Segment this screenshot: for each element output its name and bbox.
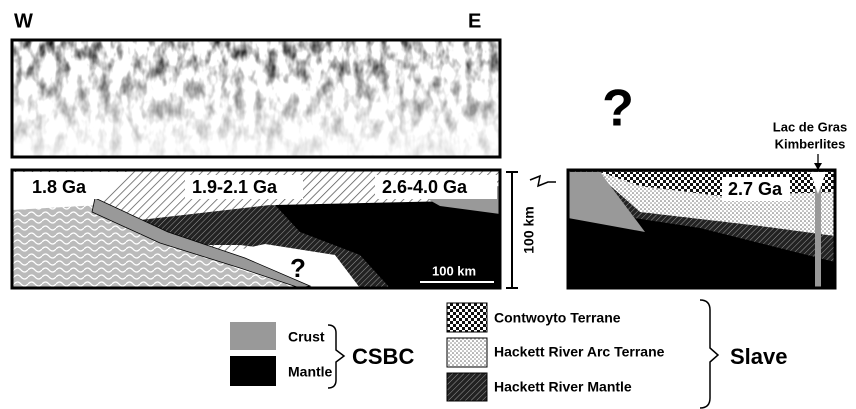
kimberlite-label: Kimberlites (775, 136, 846, 151)
legend-swatch (230, 322, 276, 350)
bracket (700, 300, 718, 408)
break-symbol (530, 176, 556, 186)
age-label: 1.8 Ga (32, 177, 87, 197)
page: W E 1.8 Ga 1.9-2.1 Ga 2.6-4.0 Ga ? 100 k… (0, 0, 856, 409)
right-section (568, 170, 835, 288)
legend-label: Contwoyto Terrane (494, 310, 621, 326)
legend-swatch (447, 303, 487, 332)
legend-swatch (447, 373, 487, 401)
legend-swatch (447, 338, 487, 367)
age-label: 2.7 Ga (728, 179, 783, 199)
unknown-mark: ? (290, 253, 306, 283)
depth-label: 100 km (521, 206, 537, 253)
west-label: W (14, 10, 33, 32)
age-label: 2.6-4.0 Ga (382, 177, 468, 197)
scale-bar-label: 100 km (432, 263, 476, 278)
legend-label: Crust (288, 329, 325, 345)
legend-label: Hackett River Arc Terrane (494, 344, 665, 360)
kimberlite-label: Lac de Gras (773, 119, 847, 134)
legend-label: Hackett River Mantle (494, 379, 632, 395)
unknown-mark: ? (602, 80, 634, 138)
legend-group: Slave (730, 344, 788, 369)
legend-group: CSBC (352, 344, 414, 369)
legend-label: Mantle (288, 364, 333, 380)
east-label: E (468, 10, 481, 32)
diagram: W E 1.8 Ga 1.9-2.1 Ga 2.6-4.0 Ga ? 100 k… (0, 0, 856, 409)
age-label: 1.9-2.1 Ga (192, 177, 278, 197)
legend-swatch (230, 356, 276, 386)
seismic-image (12, 40, 500, 157)
